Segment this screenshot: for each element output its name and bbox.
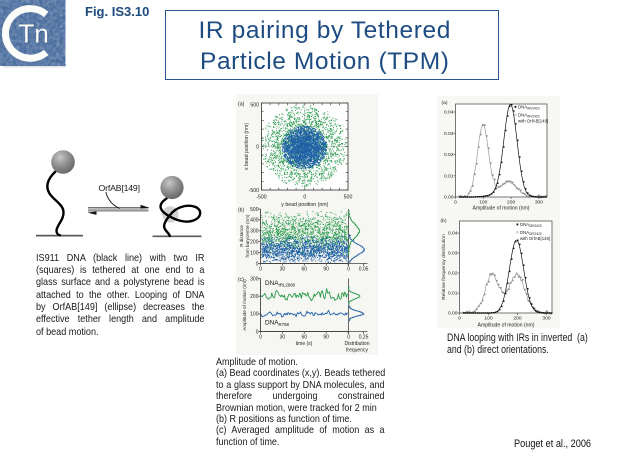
svg-text:-500: -500: [249, 188, 259, 194]
svg-text:0.04: 0.04: [448, 231, 458, 237]
svg-text:DNAR758: DNAR758: [265, 320, 290, 328]
svg-text:DNAINV2420: DNAINV2420: [518, 113, 540, 119]
svg-text:100: 100: [250, 312, 259, 318]
svg-text:frequency: frequency: [346, 348, 368, 354]
svg-text:0: 0: [458, 316, 461, 322]
svg-text:60: 60: [302, 267, 308, 273]
svg-text:0: 0: [259, 335, 262, 341]
svg-text:0.03: 0.03: [444, 131, 454, 137]
svg-text:0.04: 0.04: [444, 110, 454, 116]
svg-text:x bead position (nm): x bead position (nm): [244, 123, 250, 170]
svg-text:0: 0: [256, 261, 259, 267]
svg-text:with OrfAB[149]: with OrfAB[149]: [520, 236, 550, 241]
svg-text:0.02: 0.02: [444, 152, 454, 158]
svg-text:0.00: 0.00: [448, 311, 458, 317]
svg-text:100: 100: [479, 200, 487, 206]
svg-text:0: 0: [256, 145, 259, 151]
svg-text:from barycentre (nm): from barycentre (nm): [245, 214, 250, 257]
svg-text:300: 300: [250, 276, 259, 282]
svg-text:Relative frequency distributio: Relative frequency distribution: [441, 234, 447, 300]
svg-text:0: 0: [256, 329, 259, 335]
svg-text:200: 200: [513, 316, 521, 322]
svg-text:0: 0: [347, 335, 350, 341]
svg-text:500: 500: [344, 195, 353, 201]
svg-text:30: 30: [280, 335, 286, 341]
svg-text:0.03: 0.03: [448, 251, 458, 257]
svg-text:90: 90: [323, 335, 329, 341]
svg-text:0.01: 0.01: [448, 291, 458, 297]
svg-text:R distance: R distance: [239, 225, 244, 247]
svg-text:500: 500: [250, 207, 259, 213]
svg-text:60: 60: [302, 335, 308, 341]
svg-text:DNAIRL2980: DNAIRL2980: [265, 280, 296, 288]
svg-text:90: 90: [323, 267, 329, 273]
svg-text:200: 200: [250, 294, 259, 300]
svg-text:300: 300: [535, 200, 543, 206]
svg-text:0: 0: [303, 195, 306, 201]
svg-text:OrfAB[149]: OrfAB[149]: [99, 183, 141, 193]
svg-text:0.25: 0.25: [359, 335, 369, 341]
svg-text:time (s): time (s): [296, 341, 313, 347]
svg-text:0.00: 0.00: [444, 195, 454, 201]
svg-text:400: 400: [250, 218, 259, 224]
svg-text:(c): (c): [238, 277, 244, 283]
svg-text:100: 100: [250, 250, 259, 256]
svg-text:200: 200: [507, 200, 515, 206]
svg-text:300: 300: [542, 316, 550, 322]
svg-text:0: 0: [454, 200, 457, 206]
svg-text:500: 500: [250, 103, 259, 109]
svg-text:Amplitude of motion (nm): Amplitude of motion (nm): [478, 323, 535, 329]
svg-text:-500: -500: [256, 195, 266, 201]
svg-text:y bead position (nm): y bead position (nm): [281, 202, 328, 208]
svg-text:DNADIR2420: DNADIR2420: [520, 230, 542, 236]
svg-text:Amplitude of motion (nm): Amplitude of motion (nm): [473, 206, 530, 212]
svg-text:200: 200: [250, 240, 259, 246]
svg-text:(b): (b): [238, 208, 244, 214]
svg-text:0: 0: [259, 267, 262, 273]
svg-text:(a): (a): [442, 100, 448, 106]
svg-text:DNADIR2420: DNADIR2420: [520, 222, 542, 228]
svg-text:with OrfAB[149]: with OrfAB[149]: [518, 119, 548, 124]
svg-text:0.05: 0.05: [359, 267, 369, 273]
svg-text:0: 0: [347, 267, 350, 273]
svg-text:30: 30: [280, 267, 286, 273]
svg-text:0.02: 0.02: [448, 271, 458, 277]
svg-text:DNAINV2420: DNAINV2420: [518, 105, 540, 111]
svg-text:300: 300: [250, 229, 259, 235]
svg-text:Distribution: Distribution: [344, 341, 369, 347]
svg-text:0.01: 0.01: [444, 173, 454, 179]
svg-text:100: 100: [484, 316, 492, 322]
svg-text:Tn: Tn: [20, 20, 50, 50]
svg-text:(b): (b): [441, 218, 447, 224]
svg-text:(a): (a): [238, 102, 245, 108]
svg-text:Tn: Tn: [19, 19, 49, 49]
svg-text:Amplitude of motion (nm): Amplitude of motion (nm): [242, 279, 247, 331]
